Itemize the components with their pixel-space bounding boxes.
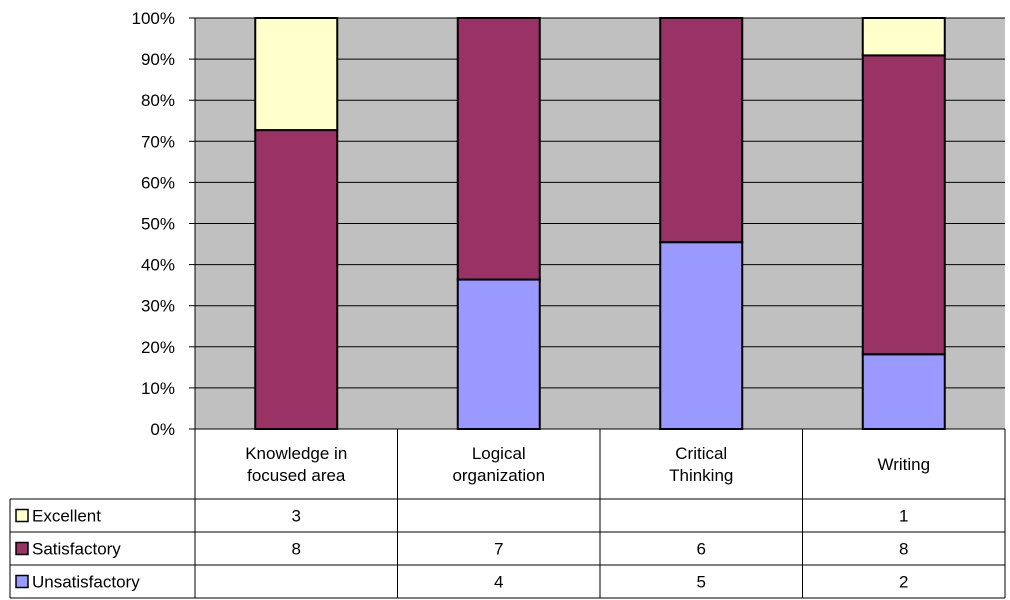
y-tick-label: 20% <box>141 338 175 357</box>
y-tick-label: 60% <box>141 173 175 192</box>
category-label: Critical <box>675 444 727 463</box>
bars <box>254 17 946 431</box>
bar-segment-unsatisfactory <box>861 353 946 431</box>
category-label: organization <box>452 466 545 485</box>
table-cell-value: 7 <box>494 540 503 559</box>
category-label: Writing <box>877 455 930 474</box>
bar-segment-satisfactory <box>659 17 744 244</box>
table-cell-value: 3 <box>292 507 301 526</box>
y-tick-label: 0% <box>150 420 175 439</box>
legend-key-excellent <box>15 508 29 523</box>
bar-segment-unsatisfactory <box>659 241 744 430</box>
bar-segment-unsatisfactory <box>456 278 541 430</box>
bar-segment-satisfactory <box>861 54 946 356</box>
bar-segment-satisfactory <box>456 17 541 281</box>
table-cell-value: 4 <box>494 573 503 592</box>
category-labels: Knowledge in focused area Logical organizat… <box>194 429 1006 499</box>
y-tick-label: 90% <box>141 50 175 69</box>
table-cell-value: 6 <box>697 540 706 559</box>
y-tick-label: 100% <box>132 9 175 28</box>
table-cell-value: 5 <box>697 573 706 592</box>
y-tick-label: 30% <box>141 297 175 316</box>
legend-key-unsatisfactory <box>15 574 29 589</box>
legend-key-satisfactory <box>15 541 29 556</box>
legend-label: Excellent <box>32 507 101 526</box>
table-cell-value: 8 <box>899 540 908 559</box>
y-axis-ticks: 0% 10% 20% 30% 40% 50% 60% 70% 80% 90% 100% <box>132 9 195 439</box>
y-tick-label: 10% <box>141 379 175 398</box>
table-cell-value: 8 <box>292 540 301 559</box>
legend-label: Satisfactory <box>32 540 121 559</box>
category-label: Thinking <box>669 466 733 485</box>
bar-segment-excellent <box>254 17 339 132</box>
category-label: Logical <box>472 444 526 463</box>
data-table: Excellent 3 1 Satisfactory 8 7 6 8 Unsatisfactor… <box>9 498 1006 599</box>
y-tick-label: 70% <box>141 132 175 151</box>
table-cell-value: 2 <box>899 573 908 592</box>
y-tick-label: 40% <box>141 256 175 275</box>
category-label: Knowledge in <box>245 444 347 463</box>
y-tick-label: 80% <box>141 91 175 110</box>
y-tick-label: 50% <box>141 215 175 234</box>
category-label: focused area <box>247 466 346 485</box>
bar-segment-satisfactory <box>254 129 339 430</box>
table-cell-value: 1 <box>899 507 908 526</box>
legend-label: Unsatisfactory <box>32 573 140 592</box>
bar-segment-excellent <box>861 17 946 57</box>
